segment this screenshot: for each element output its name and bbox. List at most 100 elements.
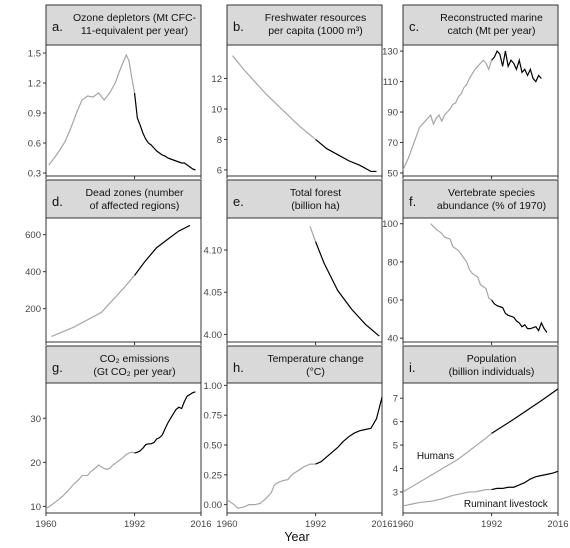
panel-title-line: (Gt CO₂ per year) xyxy=(93,366,175,378)
y-tick-label: 8 xyxy=(217,135,222,146)
panel-h: h. Temperature change(°C) 0.00 0.25 0.50 0.75… xyxy=(204,345,393,530)
panel-title-line: Reconstructed marine xyxy=(440,12,543,24)
panel-a: a. Ozone depletors (Mt CFC-11-equivalent … xyxy=(28,4,202,180)
x-tick-label: 2016 xyxy=(190,519,211,530)
y-tick-label: 0.25 xyxy=(204,470,223,481)
series-line-pre-1992 xyxy=(430,223,492,301)
panel-e: e. Total forest(billion ha) 4.00 4.05 4.10 xyxy=(204,179,383,345)
series-line-post-1992 xyxy=(491,299,548,333)
panel-title-line: Temperature change xyxy=(267,353,363,365)
panel-letter: d. xyxy=(52,194,63,209)
series-line-pre-1992 xyxy=(226,463,316,509)
series-line-pre-1992 xyxy=(402,432,492,493)
y-tick-label: 0.9 xyxy=(28,109,41,120)
series-line-post-1992 xyxy=(134,224,191,276)
panel-strip xyxy=(45,345,202,384)
panel-strip xyxy=(402,345,559,384)
y-tick-label: 10 xyxy=(30,502,41,513)
panel-title-line: Population xyxy=(467,353,517,365)
y-tick-label: 7 xyxy=(393,394,398,405)
panel-title-line: Dead zones (number xyxy=(85,187,184,199)
x-axis-label: Year xyxy=(284,530,309,544)
y-tick-label: 4 xyxy=(393,464,398,475)
series-line-pre-1992 xyxy=(309,226,317,242)
y-tick-label: 4.10 xyxy=(204,246,223,257)
plot-frame xyxy=(45,217,202,343)
y-tick-label: 0.75 xyxy=(204,411,223,422)
y-tick-label: 0.3 xyxy=(28,169,41,180)
plot-frame xyxy=(45,44,202,177)
plot-frame xyxy=(402,217,559,343)
panel-strip xyxy=(226,4,383,46)
panel-title-line: Vertebrate species xyxy=(448,187,535,199)
series-line-pre-1992 xyxy=(232,55,316,140)
plot-frame xyxy=(402,382,559,514)
panel-title-line: abundance (% of 1970) xyxy=(437,200,546,212)
panel-title-line: (billion ha) xyxy=(291,200,339,212)
y-tick-label: 1.2 xyxy=(28,79,41,90)
y-tick-label: 110 xyxy=(383,77,398,88)
panel-g: g. CO₂ emissions(Gt CO₂ per year) 10 20 30 19… xyxy=(30,345,212,530)
series-line-pre-1992 xyxy=(48,53,136,166)
x-tick-label: 1960 xyxy=(216,519,237,530)
panel-title-line: Ozone depletors (Mt CFC- xyxy=(73,12,197,24)
panel-letter: f. xyxy=(409,194,416,209)
y-tick-label: 1.5 xyxy=(28,49,41,60)
series-line-post-1992 xyxy=(315,397,383,465)
panel-letter: a. xyxy=(52,19,63,34)
x-tick-label: 1960 xyxy=(392,519,413,530)
y-tick-label: 200 xyxy=(25,304,41,315)
x-tick-label: 2016 xyxy=(547,519,568,530)
y-tick-label: 30 xyxy=(30,414,41,425)
y-tick-label: 80 xyxy=(387,257,398,268)
y-tick-label: 0.6 xyxy=(28,139,41,150)
y-tick-label: 0.00 xyxy=(204,500,223,511)
plot-frame xyxy=(226,217,383,343)
panel-title-line: Total forest xyxy=(290,187,341,199)
panel-letter: i. xyxy=(409,360,416,375)
y-tick-label: 400 xyxy=(25,267,41,278)
series-line-pre-1992 xyxy=(402,59,493,171)
y-tick-label: 3 xyxy=(393,487,398,498)
plot-frame xyxy=(226,44,383,177)
panel-title-line: (billion individuals) xyxy=(449,366,535,378)
series-line-post-1992 xyxy=(491,470,559,491)
y-tick-label: 12 xyxy=(211,74,222,85)
y-tick-label: 130 xyxy=(382,47,398,58)
y-tick-label: 0.50 xyxy=(204,441,223,452)
y-tick-label: 20 xyxy=(30,458,41,469)
y-tick-label: 10 xyxy=(211,104,222,115)
x-tick-label: 1992 xyxy=(481,519,502,530)
panel-title-line: (°C) xyxy=(306,366,325,378)
panel-strip xyxy=(45,4,202,46)
y-tick-label: 600 xyxy=(25,230,41,241)
series-annotation: Ruminant livestock xyxy=(464,499,549,510)
panel-letter: b. xyxy=(233,19,244,34)
y-tick-label: 1.00 xyxy=(204,381,223,392)
series-annotation: Humans xyxy=(417,451,454,462)
x-tick-label: 1960 xyxy=(35,519,56,530)
panel-strip xyxy=(402,179,559,219)
series-line-post-1992 xyxy=(315,138,377,173)
y-tick-label: 4.00 xyxy=(204,330,223,341)
y-tick-label: 6 xyxy=(393,417,398,428)
y-tick-label: 100 xyxy=(382,219,398,230)
panel-title-line: catch (Mt per year) xyxy=(447,25,535,37)
panel-title-line: 11-equivalent per year) xyxy=(81,25,188,37)
panel-letter: c. xyxy=(409,19,419,34)
x-tick-label: 1992 xyxy=(124,519,145,530)
panel-letter: h. xyxy=(233,360,244,375)
panel-strip xyxy=(226,345,383,384)
panel-title-line: Freshwater resources xyxy=(265,12,367,24)
y-tick-label: 4.05 xyxy=(204,288,223,299)
series-line-pre-1992 xyxy=(45,451,135,510)
series-line-post-1992 xyxy=(491,50,542,83)
y-tick-label: 60 xyxy=(387,296,398,307)
y-tick-label: 6 xyxy=(217,165,222,176)
plot-frame xyxy=(226,382,383,514)
panel-letter: e. xyxy=(233,194,244,209)
